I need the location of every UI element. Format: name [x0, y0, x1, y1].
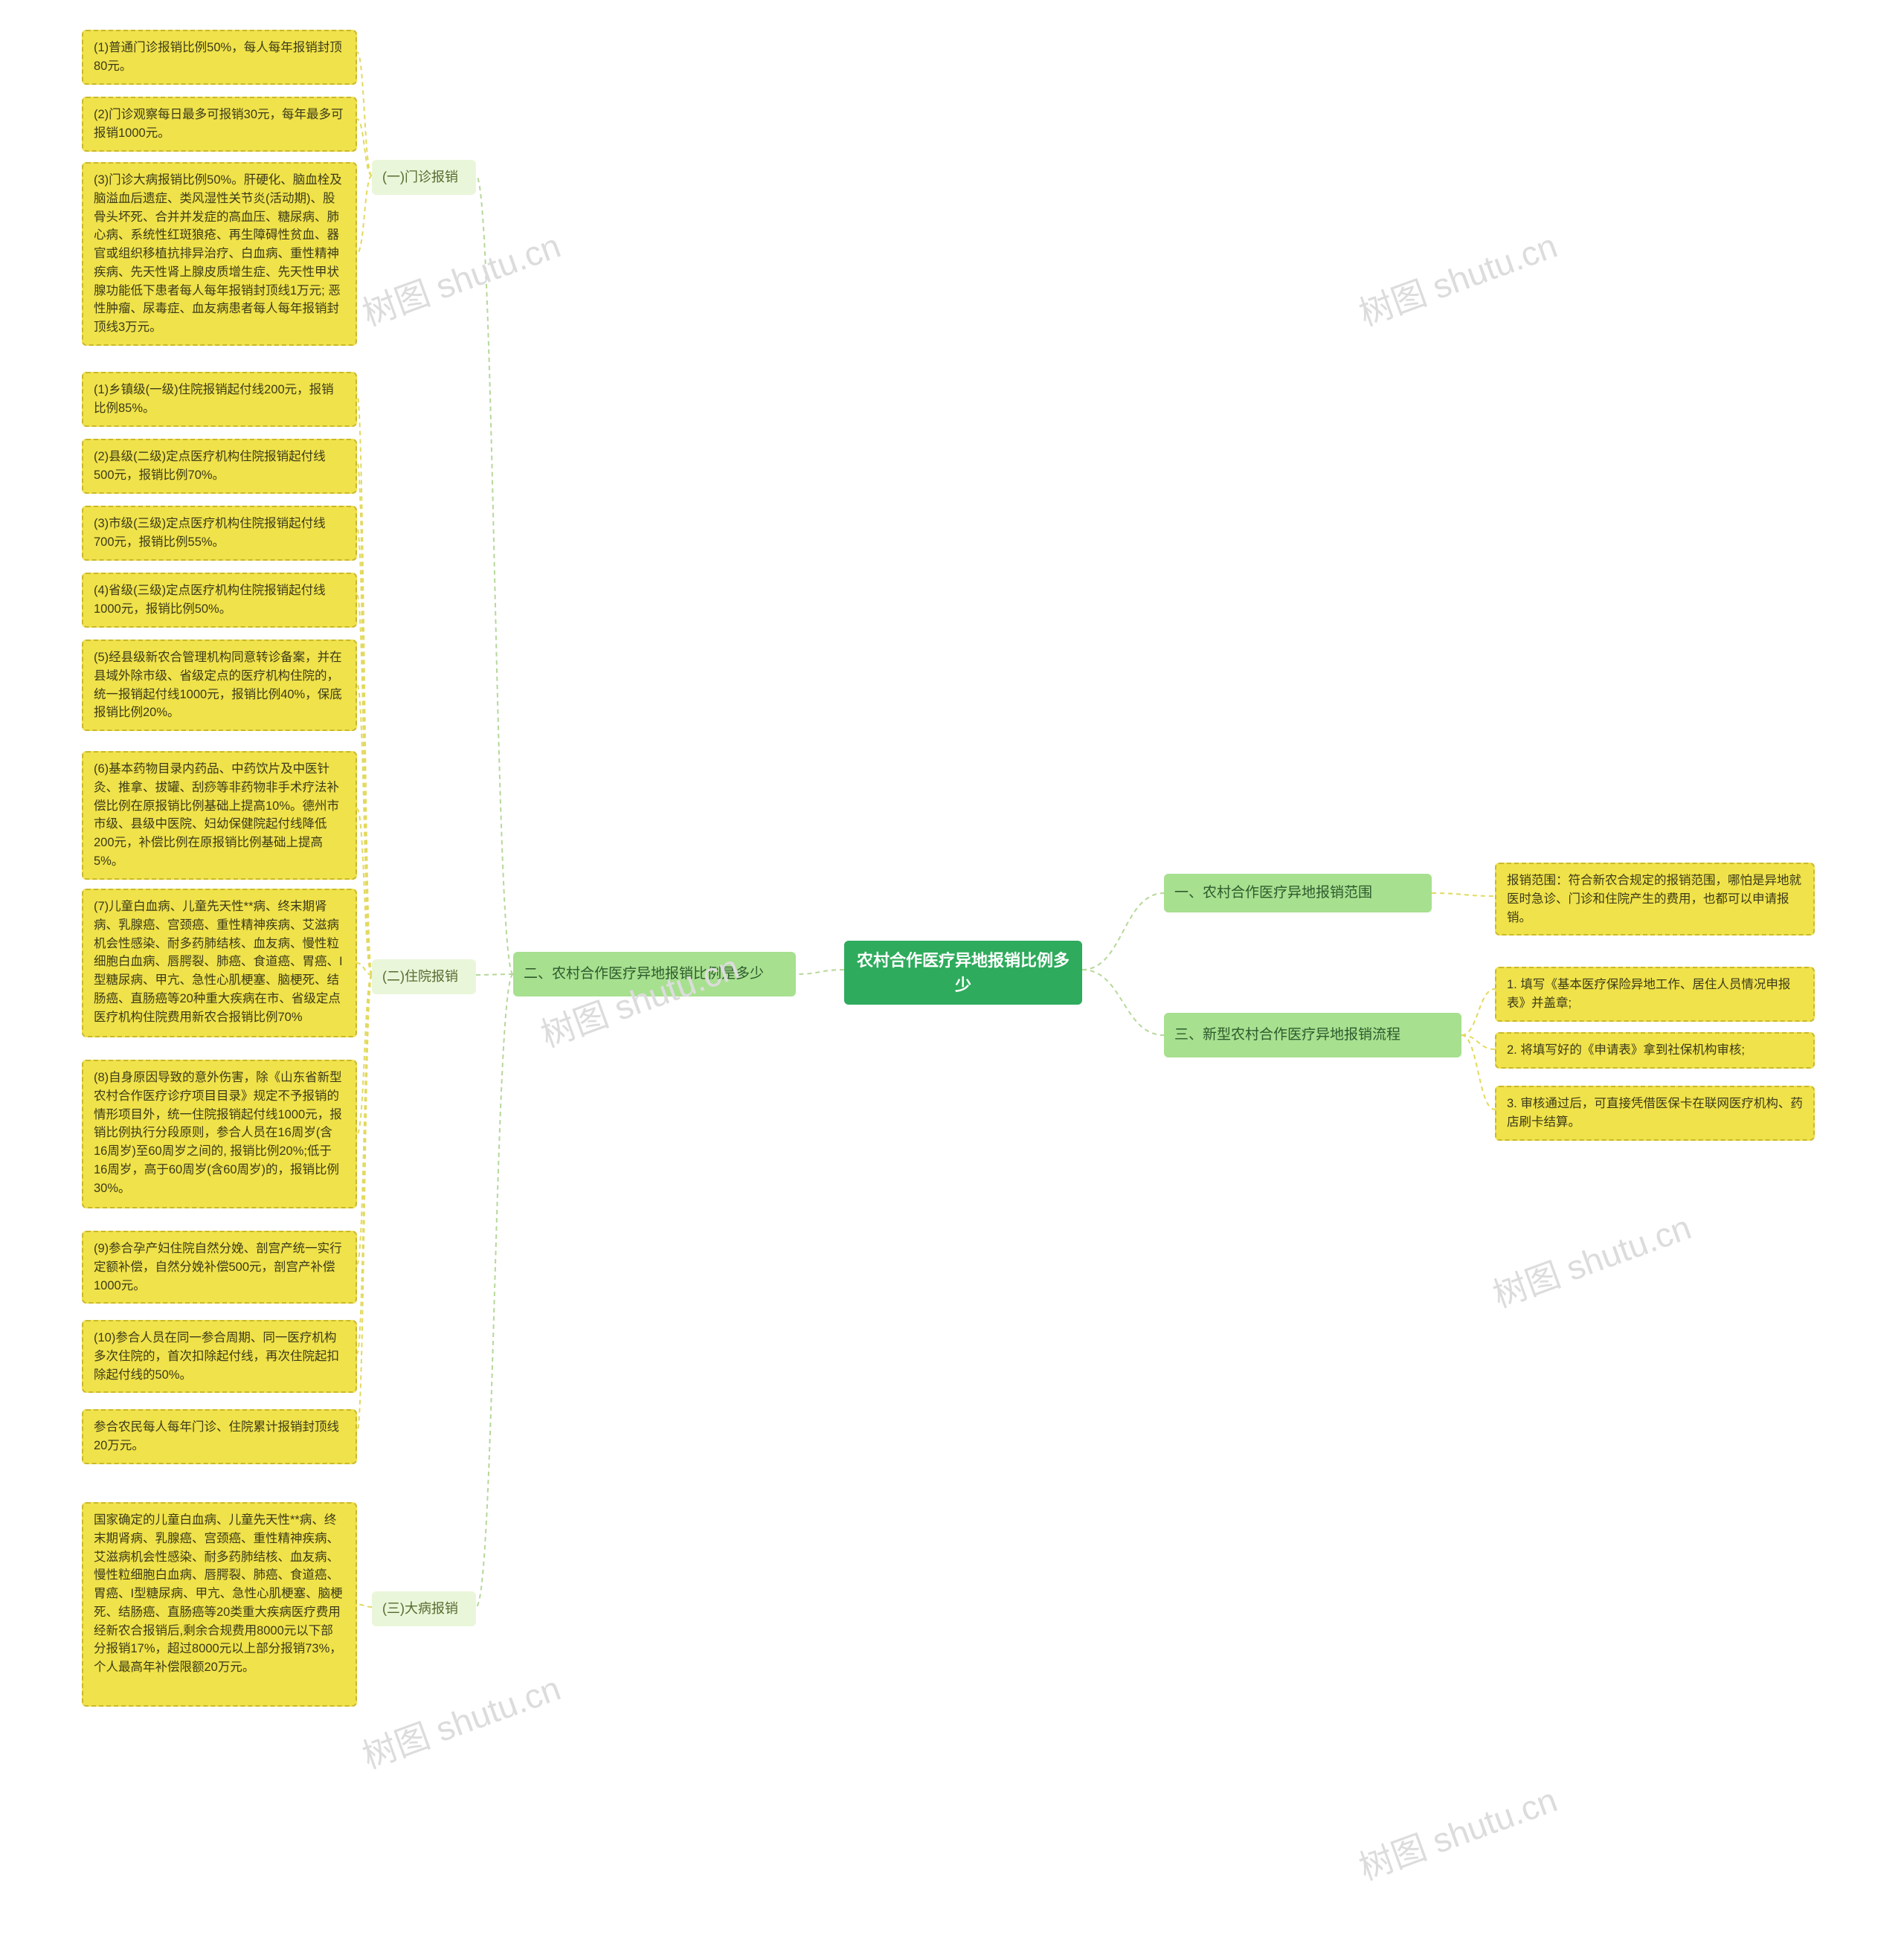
leaf-s2l4: (4)省级(三级)定点医疗机构住院报销起付线1000元，报销比例50%。 — [82, 573, 357, 628]
leaf-s1l1: (1)普通门诊报销比例50%，每人每年报销封顶80元。 — [82, 30, 357, 85]
leaf-s2l1: (1)乡镇级(一级)住院报销起付线200元，报销比例85%。 — [82, 372, 357, 427]
watermark: 树图 shutu.cn — [355, 1661, 566, 1778]
leaf-s2l11: 参合农民每人每年门诊、住院累计报销封顶线20万元。 — [82, 1409, 357, 1464]
leaf-s2l7: (7)儿童白血病、儿童先天性**病、终末期肾病、乳腺癌、宫颈癌、重性精神疾病、艾… — [82, 889, 357, 1037]
leaf-r3l3: 3. 审核通过后，可直接凭借医保卡在联网医疗机构、药店刷卡结算。 — [1495, 1086, 1815, 1141]
leaf-r3l2: 2. 将填写好的《申请表》拿到社保机构审核; — [1495, 1032, 1815, 1069]
leaf-s2l6: (6)基本药物目录内药品、中药饮片及中医针灸、推拿、拔罐、刮痧等非药物非手术疗法… — [82, 751, 357, 880]
leaf-s2l2: (2)县级(二级)定点医疗机构住院报销起付线500元，报销比例70%。 — [82, 439, 357, 494]
leaf-s2l10: (10)参合人员在同一参合周期、同一医疗机构多次住院的，首次扣除起付线，再次住院… — [82, 1320, 357, 1393]
watermark: 树图 shutu.cn — [1351, 1773, 1563, 1890]
leaf-s1l3: (3)门诊大病报销比例50%。肝硬化、脑血栓及脑溢血后遗症、类风湿性关节炎(活动… — [82, 162, 357, 346]
leaf-s2l9: (9)参合孕产妇住院自然分娩、剖宫产统一实行定额补偿，自然分娩补偿500元，剖宫… — [82, 1231, 357, 1304]
sub-s1[interactable]: (一)门诊报销 — [372, 160, 476, 195]
root-node: 农村合作医疗异地报销比例多少 — [844, 941, 1082, 1005]
sub-s2[interactable]: (二)住院报销 — [372, 959, 476, 994]
sub-s3[interactable]: (三)大病报销 — [372, 1591, 476, 1626]
leaf-r1l1: 报销范围：符合新农合规定的报销范围，哪怕是异地就医时急诊、门诊和住院产生的费用，… — [1495, 863, 1815, 935]
watermark: 树图 shutu.cn — [355, 219, 566, 335]
leaf-s1l2: (2)门诊观察每日最多可报销30元，每年最多可报销1000元。 — [82, 97, 357, 152]
watermark: 树图 shutu.cn — [1351, 219, 1563, 335]
branch-r3[interactable]: 三、新型农村合作医疗异地报销流程 — [1164, 1013, 1461, 1057]
branch-r1[interactable]: 一、农村合作医疗异地报销范围 — [1164, 874, 1432, 912]
leaf-s3l1: 国家确定的儿童白血病、儿童先天性**病、终末期肾病、乳腺癌、宫颈癌、重性精神疾病… — [82, 1502, 357, 1707]
leaf-r3l1: 1. 填写《基本医疗保险异地工作、居住人员情况申报表》并盖章; — [1495, 967, 1815, 1022]
leaf-s2l8: (8)自身原因导致的意外伤害，除《山东省新型农村合作医疗诊疗项目目录》规定不予报… — [82, 1060, 357, 1208]
branch-l2[interactable]: 二、农村合作医疗异地报销比例是多少 — [513, 952, 796, 996]
watermark: 树图 shutu.cn — [1485, 1200, 1696, 1317]
leaf-s2l5: (5)经县级新农合管理机构同意转诊备案，并在县域外除市级、省级定点的医疗机构住院… — [82, 640, 357, 731]
leaf-s2l3: (3)市级(三级)定点医疗机构住院报销起付线700元，报销比例55%。 — [82, 506, 357, 561]
